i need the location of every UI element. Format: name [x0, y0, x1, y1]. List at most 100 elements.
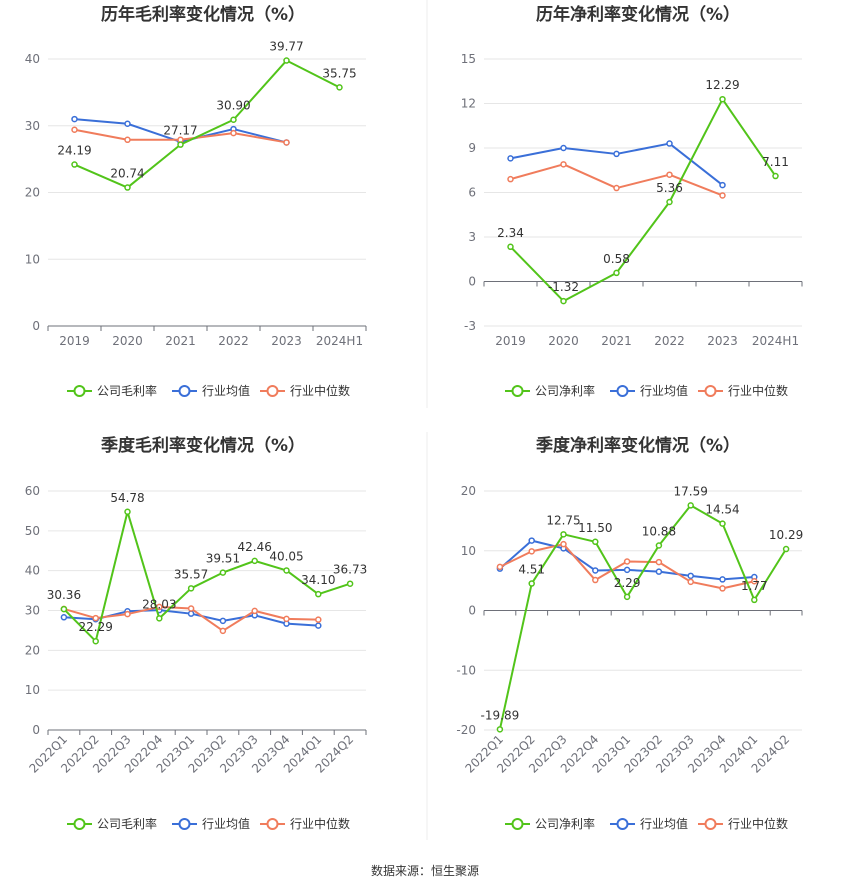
data-point[interactable]: [719, 192, 726, 199]
data-point[interactable]: [92, 637, 99, 645]
legend-item-industry-average[interactable]: 行业均值: [172, 816, 250, 831]
data-label: -19.89: [481, 708, 520, 722]
data-point[interactable]: [283, 139, 290, 146]
data-point[interactable]: [751, 596, 758, 604]
legend-item-industry-median[interactable]: 行业中位数: [260, 383, 350, 398]
data-point[interactable]: [719, 520, 726, 527]
data-label: 5.36: [656, 181, 683, 195]
data-point[interactable]: [315, 616, 322, 623]
data-point[interactable]: [283, 57, 290, 64]
legend-swatch-marker: [616, 385, 629, 397]
data-point[interactable]: [507, 175, 514, 183]
data-point[interactable]: [315, 590, 322, 598]
data-point[interactable]: [560, 144, 567, 152]
x-tick-label: 2021: [601, 334, 632, 348]
legend-item-industry-median[interactable]: 行业中位数: [698, 383, 788, 398]
data-point[interactable]: [315, 622, 322, 629]
data-point[interactable]: [336, 84, 343, 91]
data-point[interactable]: [124, 136, 131, 144]
x-tick-label: 2023: [271, 334, 302, 348]
data-point[interactable]: [71, 115, 78, 123]
data-point[interactable]: [283, 615, 290, 623]
data-point[interactable]: [772, 172, 779, 180]
data-point[interactable]: [666, 171, 673, 178]
data-point[interactable]: [251, 557, 258, 565]
data-point[interactable]: [655, 558, 663, 566]
legend-item-company[interactable]: 公司净利率: [505, 816, 595, 831]
data-point[interactable]: [124, 184, 131, 191]
data-point[interactable]: [751, 577, 758, 585]
data-label: 35.57: [174, 567, 208, 581]
data-point[interactable]: [71, 161, 78, 168]
data-point[interactable]: [719, 181, 726, 189]
data-point[interactable]: [528, 580, 535, 587]
x-tick-label: 2022: [218, 334, 249, 348]
data-point[interactable]: [560, 297, 567, 305]
legend-item-company[interactable]: 公司毛利率: [67, 383, 157, 398]
data-point[interactable]: [230, 116, 237, 123]
y-tick-label: 12: [461, 97, 476, 111]
data-point[interactable]: [346, 580, 354, 587]
data-point[interactable]: [560, 161, 567, 168]
data-point[interactable]: [560, 531, 567, 538]
data-point[interactable]: [507, 155, 514, 162]
y-tick-label: 30: [25, 604, 40, 618]
data-point[interactable]: [60, 605, 68, 613]
data-point[interactable]: [592, 576, 599, 584]
data-point[interactable]: [187, 610, 195, 617]
data-point[interactable]: [187, 585, 195, 592]
data-point[interactable]: [560, 540, 567, 548]
data-point[interactable]: [219, 569, 227, 576]
data-label: 24.19: [57, 144, 91, 158]
data-point[interactable]: [230, 129, 237, 137]
data-point[interactable]: [655, 568, 663, 575]
data-point[interactable]: [687, 502, 694, 509]
data-point[interactable]: [177, 141, 184, 148]
data-point[interactable]: [528, 548, 535, 555]
data-point[interactable]: [283, 567, 290, 574]
data-point[interactable]: [687, 572, 694, 580]
legend-item-industry-median[interactable]: 行业中位数: [698, 816, 788, 831]
y-tick-label: 0: [32, 723, 40, 737]
data-point[interactable]: [623, 566, 631, 574]
data-point[interactable]: [60, 614, 68, 621]
data-point[interactable]: [124, 610, 131, 618]
data-point[interactable]: [666, 198, 673, 206]
data-point[interactable]: [719, 585, 726, 592]
data-point[interactable]: [666, 140, 673, 147]
data-point[interactable]: [528, 537, 535, 544]
data-point[interactable]: [251, 607, 258, 615]
data-point[interactable]: [613, 269, 620, 277]
data-point[interactable]: [613, 184, 620, 192]
data-label: 12.29: [705, 78, 739, 92]
data-point[interactable]: [156, 615, 163, 622]
data-point[interactable]: [613, 150, 620, 158]
data-point[interactable]: [187, 605, 195, 612]
data-point[interactable]: [92, 614, 99, 622]
legend-item-industry-average[interactable]: 行业均值: [610, 383, 688, 398]
legend-item-company[interactable]: 公司毛利率: [67, 816, 157, 831]
data-point[interactable]: [496, 563, 504, 571]
data-point[interactable]: [592, 567, 599, 574]
data-point[interactable]: [71, 126, 78, 134]
data-point[interactable]: [623, 593, 631, 601]
data-point[interactable]: [124, 120, 131, 127]
data-point[interactable]: [219, 617, 227, 625]
legend-item-industry-average[interactable]: 行业均值: [610, 816, 688, 831]
data-point[interactable]: [782, 545, 790, 553]
y-tick-label: 10: [461, 544, 476, 558]
data-point[interactable]: [719, 576, 726, 583]
legend-item-industry-median[interactable]: 行业中位数: [260, 816, 350, 831]
data-point[interactable]: [687, 578, 694, 586]
data-point[interactable]: [496, 726, 504, 733]
data-point[interactable]: [124, 508, 131, 516]
data-point[interactable]: [592, 538, 599, 546]
legend-item-company[interactable]: 公司净利率: [505, 383, 595, 398]
legend-item-industry-average[interactable]: 行业均值: [172, 383, 250, 398]
data-point[interactable]: [219, 627, 227, 635]
data-point[interactable]: [623, 558, 631, 565]
data-label: 30.90: [216, 99, 250, 113]
data-point[interactable]: [507, 243, 514, 251]
data-point[interactable]: [655, 542, 663, 549]
data-point[interactable]: [719, 95, 726, 103]
